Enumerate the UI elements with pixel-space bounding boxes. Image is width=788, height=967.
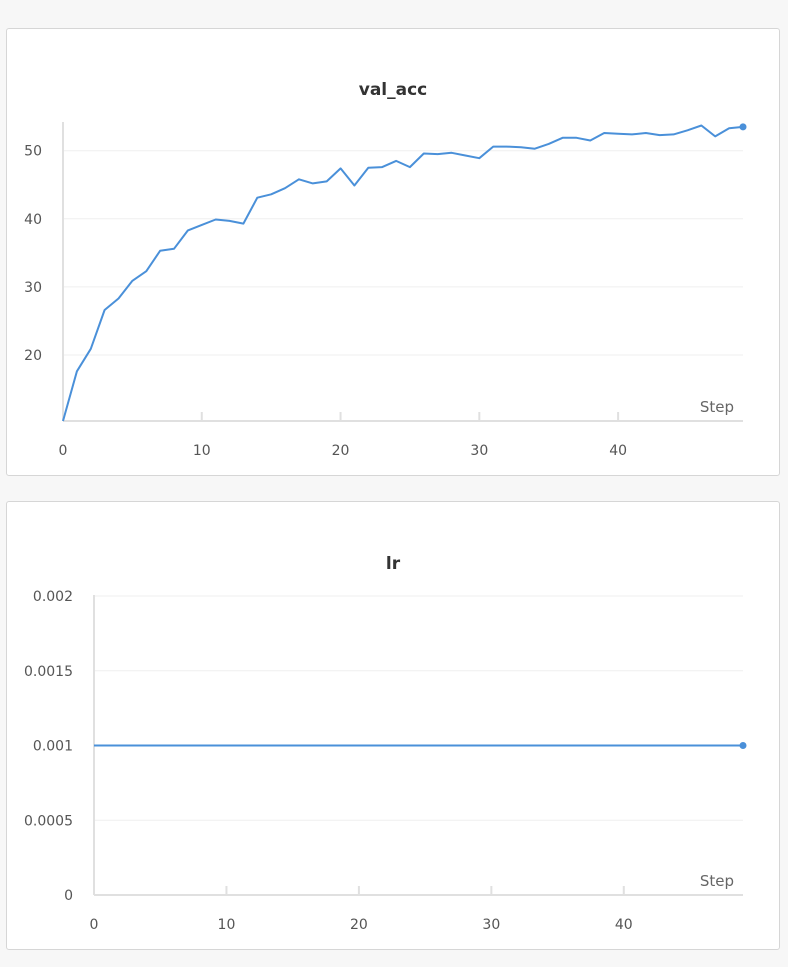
x-tick-label: 10 <box>218 917 236 933</box>
lr-chart: Step 0 0.0005 0.001 0.0015 0.002 0 10 20 30 40 <box>24 589 747 933</box>
last-point-marker <box>739 742 747 749</box>
x-tick-label: 30 <box>482 917 500 933</box>
y-tick-label: 50 <box>24 144 42 160</box>
chart-title: lr <box>385 554 401 574</box>
lr-chart-panel: lr Step 0 0.0005 0.001 0.0015 0.002 0 10 20 30 40 <box>6 501 780 950</box>
val-acc-chart-panel: val_acc Step 20 30 40 50 0 10 20 30 40 <box>6 28 780 476</box>
x-tick-label: 10 <box>193 443 211 459</box>
x-tick-label: 40 <box>609 443 627 459</box>
x-tick-label: 20 <box>350 917 368 933</box>
y-tick-label: 40 <box>24 212 42 228</box>
y-tick-label: 20 <box>24 348 42 364</box>
x-tick-label: 20 <box>332 443 350 459</box>
last-point-marker <box>739 123 747 131</box>
y-tick-label: 0.001 <box>33 739 73 755</box>
x-axis-label: Step <box>700 398 734 416</box>
x-tick-label: 0 <box>59 443 68 459</box>
y-tick-label: 30 <box>24 280 42 296</box>
y-tick-label: 0.002 <box>33 589 73 605</box>
x-tick-label: 30 <box>470 443 488 459</box>
val-acc-chart: Step 20 30 40 50 0 10 20 30 40 <box>24 122 747 459</box>
x-tick-label: 0 <box>90 917 99 933</box>
series-line <box>62 124 744 422</box>
y-tick-label: 0 <box>64 888 73 904</box>
x-tick-label: 40 <box>615 917 633 933</box>
x-axis-label: Step <box>700 872 734 890</box>
chart-title: val_acc <box>358 80 428 100</box>
y-tick-label: 0.0005 <box>24 813 73 829</box>
y-tick-label: 0.0015 <box>24 664 73 680</box>
